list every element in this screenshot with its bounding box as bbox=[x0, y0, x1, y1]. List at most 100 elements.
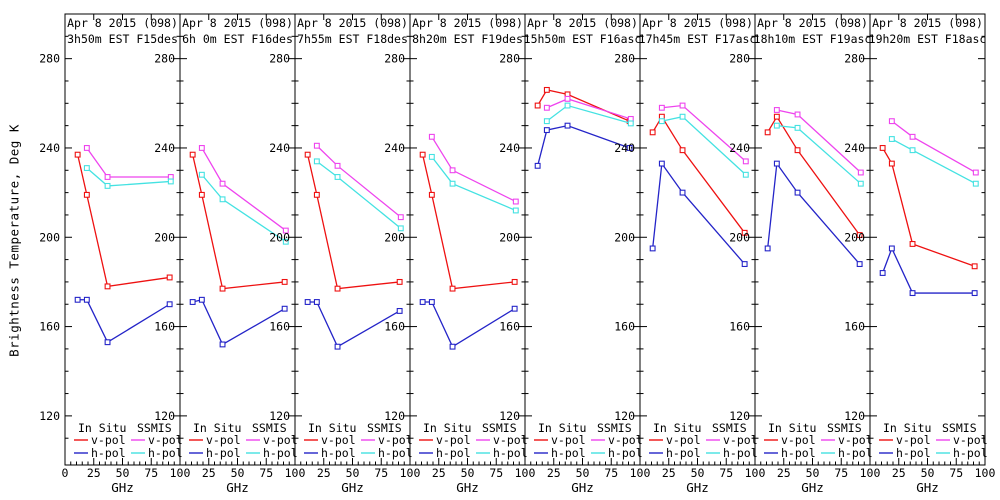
series-marker-in_situ_h bbox=[304, 299, 311, 305]
series-marker-ssmis_v bbox=[198, 145, 205, 151]
legend-label-vpol: v-pol bbox=[263, 433, 298, 447]
series-marker-in_situ_h bbox=[419, 299, 426, 305]
x-tick-label: 25 bbox=[662, 466, 676, 480]
series-line-in_situ_v bbox=[422, 154, 515, 290]
x-tick-label: 25 bbox=[892, 466, 906, 480]
y-tick-label: 160 bbox=[269, 320, 290, 334]
legend-label-vpol: v-pol bbox=[608, 433, 643, 447]
series-marker-in_situ_v bbox=[166, 274, 173, 281]
legend-label-hpol: h-pol bbox=[263, 446, 298, 460]
series-marker-in_situ_v bbox=[313, 191, 320, 198]
series-marker-in_situ_h bbox=[856, 261, 863, 268]
panel-title-time: 19h20m EST F18asc bbox=[869, 32, 987, 46]
x-tick-label: 50 bbox=[921, 466, 935, 480]
series-marker-ssmis_v bbox=[773, 107, 780, 113]
x-tick-label: 100 bbox=[860, 466, 881, 480]
series-line-in_situ_h bbox=[77, 299, 170, 344]
panel-title-time: 8h20m EST F19des bbox=[412, 32, 523, 46]
series-marker-ssmis_h bbox=[972, 180, 979, 187]
legend-label-hpol: h-pol bbox=[206, 446, 241, 460]
y-tick-label: 160 bbox=[729, 320, 750, 334]
legend-label-hpol: h-pol bbox=[838, 446, 873, 460]
x-tick-label: 50 bbox=[806, 466, 820, 480]
series-line-in_situ_h bbox=[422, 301, 515, 348]
legend-label-hpol: h-pol bbox=[378, 446, 413, 460]
panel-5: Apr 8 2015 (098) 15h50m EST F16asc In Situ… bbox=[499, 13, 650, 495]
x-axis-title: GHz bbox=[226, 480, 249, 495]
series-marker-in_situ_v bbox=[773, 113, 780, 120]
legend-label-hpol: h-pol bbox=[608, 446, 643, 460]
panel-title-date: Apr 8 2015 (098) bbox=[412, 16, 523, 30]
panel-6: Apr 8 2015 (098) 17h45m EST F17asc In Situ… bbox=[614, 13, 765, 495]
series-marker-ssmis_h bbox=[397, 225, 404, 232]
legend-header-in-situ: In Situ bbox=[78, 421, 126, 435]
panel-title-date: Apr 8 2015 (098) bbox=[642, 16, 753, 30]
legend-label-hpol: h-pol bbox=[436, 446, 471, 460]
series-marker-in_situ_h bbox=[909, 290, 916, 297]
y-tick-label: 280 bbox=[844, 52, 865, 66]
series-line-in_situ_v bbox=[307, 154, 400, 290]
series-marker-ssmis_h bbox=[773, 122, 780, 129]
panel-title-date: Apr 8 2015 (098) bbox=[757, 16, 868, 30]
legend-label-hpol: h-pol bbox=[148, 446, 183, 460]
series-marker-in_situ_h bbox=[104, 339, 111, 346]
series-marker-ssmis_v bbox=[219, 180, 226, 187]
series-marker-ssmis_h bbox=[198, 171, 205, 178]
x-tick-label: 100 bbox=[400, 466, 421, 480]
panel-title-time: 18h10m EST F19asc bbox=[754, 32, 872, 46]
series-marker-in_situ_v bbox=[281, 278, 288, 285]
series-marker-ssmis_v bbox=[449, 167, 456, 174]
series-line-in_situ_h bbox=[307, 301, 400, 348]
legend-label-vpol: v-pol bbox=[551, 433, 586, 447]
series-marker-ssmis_h bbox=[512, 207, 519, 214]
series-marker-ssmis_v bbox=[428, 133, 435, 140]
series-line-in_situ_h bbox=[192, 299, 285, 346]
y-tick-label: 120 bbox=[729, 409, 750, 423]
x-tick-label: 25 bbox=[547, 466, 561, 480]
legend-label-hpol: h-pol bbox=[953, 446, 988, 460]
x-tick-label: 75 bbox=[834, 466, 848, 480]
x-axis-title: GHz bbox=[686, 480, 709, 495]
series-marker-in_situ_h bbox=[879, 270, 886, 276]
series-marker-in_situ_h bbox=[534, 162, 541, 169]
x-tick-label: 75 bbox=[949, 466, 963, 480]
y-tick-label: 200 bbox=[499, 230, 520, 244]
series-marker-in_situ_h bbox=[83, 296, 90, 303]
legend-label-vpol: v-pol bbox=[666, 433, 701, 447]
series-marker-ssmis_v bbox=[742, 158, 749, 165]
x-tick-label: 50 bbox=[231, 466, 245, 480]
panel-title-date: Apr 8 2015 (098) bbox=[872, 16, 983, 30]
y-tick-label: 200 bbox=[154, 230, 175, 244]
legend-header-ssmis: SSMIS bbox=[367, 421, 402, 435]
series-marker-ssmis_v bbox=[679, 102, 686, 109]
series-marker-in_situ_h bbox=[764, 245, 771, 252]
series-line-ssmis_h bbox=[891, 138, 977, 185]
series-marker-in_situ_h bbox=[166, 301, 173, 308]
y-tick-label: 120 bbox=[844, 409, 865, 423]
y-tick-label: 120 bbox=[499, 409, 520, 423]
y-tick-label: 280 bbox=[384, 52, 405, 66]
panel-title-time: 3h50m EST F15des bbox=[67, 32, 178, 46]
panel-title-date: Apr 8 2015 (098) bbox=[527, 16, 638, 30]
series-marker-in_situ_v bbox=[304, 151, 311, 158]
series-marker-in_situ_v bbox=[511, 278, 518, 285]
panel-title-time: 17h45m EST F17asc bbox=[639, 32, 757, 46]
series-marker-ssmis_h bbox=[83, 165, 90, 172]
x-tick-label: 75 bbox=[144, 466, 158, 480]
series-marker-ssmis_h bbox=[742, 171, 749, 178]
panel-1: Apr 8 2015 (098) 3h50m EST F15des In Situ S… bbox=[39, 13, 190, 495]
series-marker-ssmis_v bbox=[564, 95, 571, 102]
series-marker-ssmis_h bbox=[282, 238, 289, 245]
series-line-in_situ_v bbox=[537, 89, 630, 122]
x-tick-label: 100 bbox=[975, 466, 996, 480]
series-marker-ssmis_h bbox=[104, 182, 111, 189]
panel-4: Apr 8 2015 (098) 8h20m EST F19des In Situ S… bbox=[384, 13, 535, 495]
series-marker-ssmis_h bbox=[219, 196, 226, 203]
series-marker-ssmis_v bbox=[857, 169, 864, 176]
legend-label-hpol: h-pol bbox=[723, 446, 758, 460]
x-tick-label: 50 bbox=[116, 466, 130, 480]
legend-header-ssmis: SSMIS bbox=[482, 421, 517, 435]
